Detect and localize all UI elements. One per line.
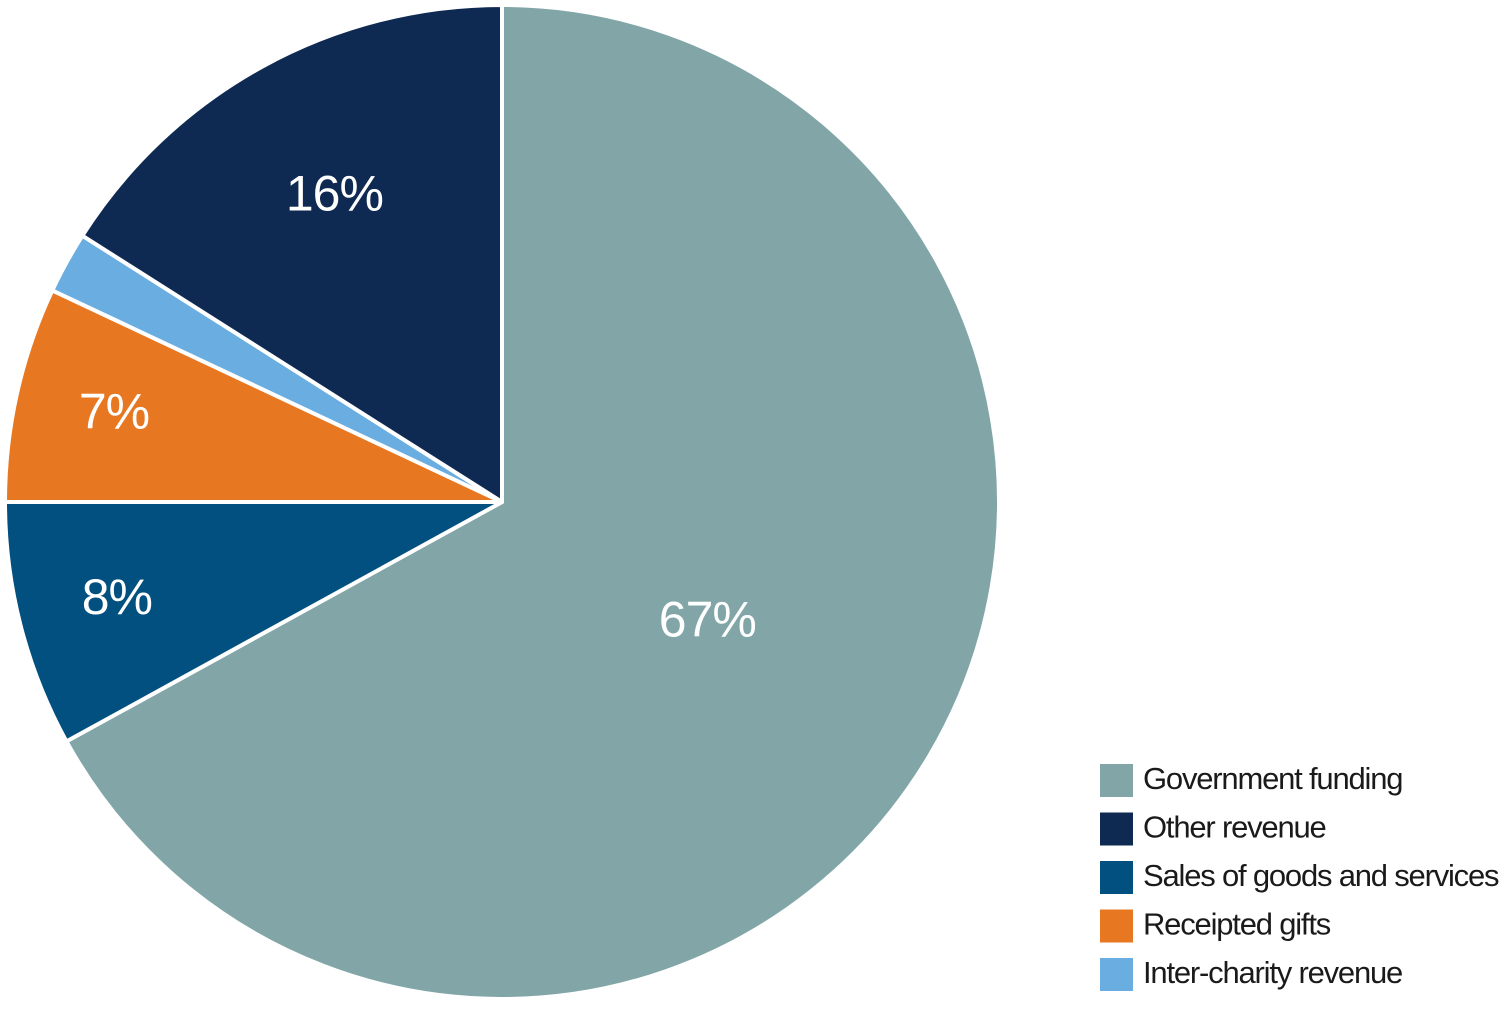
slice-label: 7%	[79, 383, 149, 439]
legend-label: Inter-charity revenue	[1143, 955, 1402, 990]
slice-label: 8%	[82, 569, 152, 625]
legend-label: Government funding	[1143, 761, 1402, 796]
legend-label: Other revenue	[1143, 810, 1326, 845]
pie-slice	[3, 500, 504, 744]
pie-slice	[64, 3, 1001, 1001]
slice-label: 16%	[286, 165, 383, 221]
legend-swatch	[1100, 909, 1133, 943]
slice-label: 67%	[659, 592, 756, 648]
legend-swatch	[1100, 861, 1133, 894]
pie-slice	[80, 3, 504, 504]
legend-label: Receipted gifts	[1143, 907, 1331, 942]
legend-label: Sales of goods and services	[1143, 858, 1499, 893]
legend-swatch	[1100, 812, 1133, 846]
legend-swatch	[1100, 764, 1133, 797]
pie-slice	[3, 288, 504, 504]
legend-swatch	[1100, 958, 1133, 991]
